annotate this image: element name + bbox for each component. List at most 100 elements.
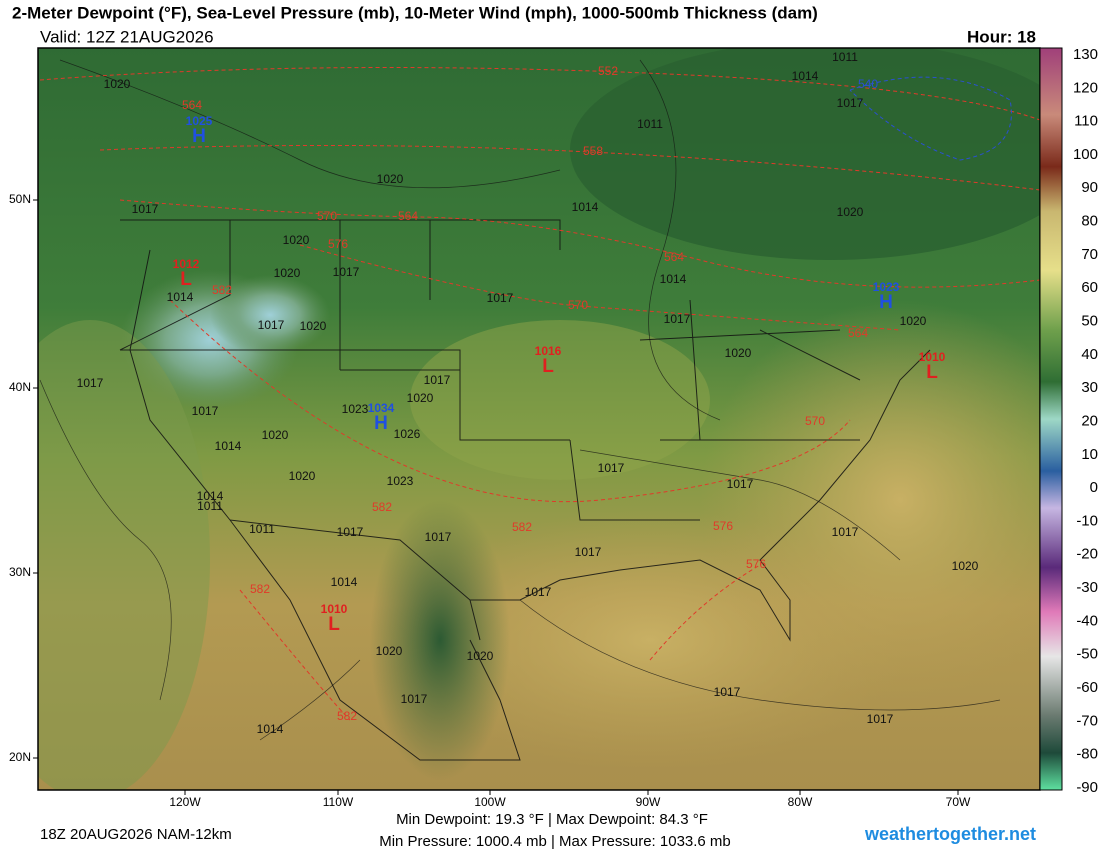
- isobar-label: 1020: [407, 391, 434, 405]
- high-pressure: 1034: [368, 401, 395, 415]
- thickness-label: 564: [664, 250, 684, 264]
- isobar-label: 1014: [257, 722, 284, 736]
- isobar-label: 1017: [487, 291, 514, 305]
- high-pressure: 1023: [873, 280, 900, 294]
- colorbar-label: 90: [1081, 179, 1098, 196]
- isobar-label: 1011: [197, 499, 223, 513]
- colorbar-label: -20: [1076, 546, 1098, 563]
- colorbar-label: 100: [1073, 146, 1098, 163]
- lon-label: 80W: [788, 795, 813, 809]
- isobar-label: 1026: [394, 427, 421, 441]
- isobar-label: 1014: [167, 290, 194, 304]
- isobar-label: 1017: [401, 692, 428, 706]
- lat-label: 40N: [9, 380, 31, 394]
- isobar-label: 1014: [215, 439, 242, 453]
- isobar-label: 1014: [660, 272, 687, 286]
- isobar-label: 1020: [274, 266, 301, 280]
- isobar-label: 1017: [333, 265, 360, 279]
- colorbar: [1039, 47, 1063, 791]
- colorbar-label: -80: [1076, 746, 1098, 763]
- isobar-label: 1020: [376, 644, 403, 658]
- isobar-label: 1017: [525, 585, 552, 599]
- isobar-label: 1011: [249, 522, 275, 536]
- colorbar-label: 0: [1090, 479, 1098, 496]
- thickness-label: 558: [583, 144, 603, 158]
- low-pressure: 1016: [535, 344, 562, 358]
- isobar-label: 1020: [283, 233, 310, 247]
- thickness-label: 576: [746, 557, 766, 571]
- thickness-label: 570: [317, 209, 337, 223]
- colorbar-label: 40: [1081, 346, 1098, 363]
- colorbar-label: -30: [1076, 579, 1098, 596]
- isobar-label: 1023: [342, 402, 369, 416]
- isobar-label: 1020: [952, 559, 979, 573]
- thickness-label: 582: [372, 500, 392, 514]
- colorbar-label: 10: [1081, 446, 1098, 463]
- colorbar-label: -40: [1076, 612, 1098, 629]
- isobar-label: 1020: [300, 319, 327, 333]
- isobar-label: 1020: [262, 428, 289, 442]
- lon-label: 120W: [169, 795, 201, 809]
- thickness-label: 540: [858, 77, 878, 91]
- site-credit: weathertogether.net: [864, 824, 1036, 844]
- dewpoint-range: Min Dewpoint: 19.3 °F | Max Dewpoint: 84…: [396, 811, 708, 828]
- isobar-label: 1014: [197, 489, 224, 503]
- colorbar-label: 80: [1081, 213, 1098, 230]
- lon-label: 100W: [474, 795, 506, 809]
- lon-label: 70W: [946, 795, 971, 809]
- isobar-label: 1020: [725, 346, 752, 360]
- thickness-label: 576: [713, 519, 733, 533]
- isobar-label: 1017: [337, 525, 364, 539]
- lat-label: 50N: [9, 192, 31, 206]
- lon-label: 110W: [323, 795, 354, 809]
- isobar-label: 1014: [572, 200, 599, 214]
- isobar-label: 1017: [598, 461, 625, 475]
- title: 2-Meter Dewpoint (°F), Sea-Level Pressur…: [12, 3, 818, 22]
- thickness-label: 582: [250, 582, 270, 596]
- colorbar-label: 70: [1081, 246, 1098, 263]
- low-pressure: 1010: [321, 602, 348, 616]
- thickness-label: 582: [337, 709, 357, 723]
- isobar-label: 1020: [467, 649, 494, 663]
- model-run: 18Z 20AUG2026 NAM-12km: [40, 826, 232, 843]
- thickness-label: 582: [212, 283, 232, 297]
- colorbar-label: 50: [1081, 313, 1098, 330]
- high-symbol: H: [879, 292, 893, 313]
- isobar-label: 1014: [792, 69, 819, 83]
- colorbar-label: -10: [1076, 512, 1098, 529]
- low-pressure: 1010: [919, 350, 946, 364]
- high-symbol: H: [374, 413, 388, 434]
- lat-label: 30N: [9, 565, 31, 579]
- colorbar-label: 20: [1081, 412, 1098, 429]
- thickness-label: 564: [182, 98, 202, 112]
- isobar-label: 1017: [867, 712, 894, 726]
- thickness-label: 576: [328, 237, 348, 251]
- valid-time: Valid: 12Z 21AUG2026: [40, 27, 214, 46]
- thickness-label: 564: [398, 209, 418, 223]
- isobar-label: 1017: [425, 530, 452, 544]
- high-pressure: 1025: [186, 114, 213, 128]
- isobar-label: 1023: [387, 474, 414, 488]
- thickness-label: 564: [848, 326, 868, 340]
- low-pressure: 1012: [173, 257, 200, 271]
- colorbar-label: -90: [1076, 779, 1098, 796]
- isobar-label: 1011: [637, 117, 663, 131]
- low-symbol: L: [180, 269, 192, 290]
- high-symbol: H: [192, 126, 206, 147]
- thickness-label: 552: [598, 64, 618, 78]
- isobar-label: 1020: [289, 469, 316, 483]
- isobar-label: 1017: [192, 404, 219, 418]
- thickness-label: 582: [512, 520, 532, 534]
- low-symbol: L: [328, 614, 340, 635]
- colorbar-label: -50: [1076, 646, 1098, 663]
- colorbar-label: 110: [1074, 113, 1098, 130]
- pressure-range: Min Pressure: 1000.4 mb | Max Pressure: …: [379, 833, 731, 850]
- colorbar-label: 120: [1073, 79, 1098, 96]
- isobar-label: 1011: [832, 50, 858, 64]
- isobar-label: 1017: [664, 312, 691, 326]
- thickness-label: 570: [568, 298, 588, 312]
- isobar-label: 1017: [832, 525, 859, 539]
- colorbar-label: 60: [1081, 279, 1098, 296]
- lat-label: 20N: [9, 750, 31, 764]
